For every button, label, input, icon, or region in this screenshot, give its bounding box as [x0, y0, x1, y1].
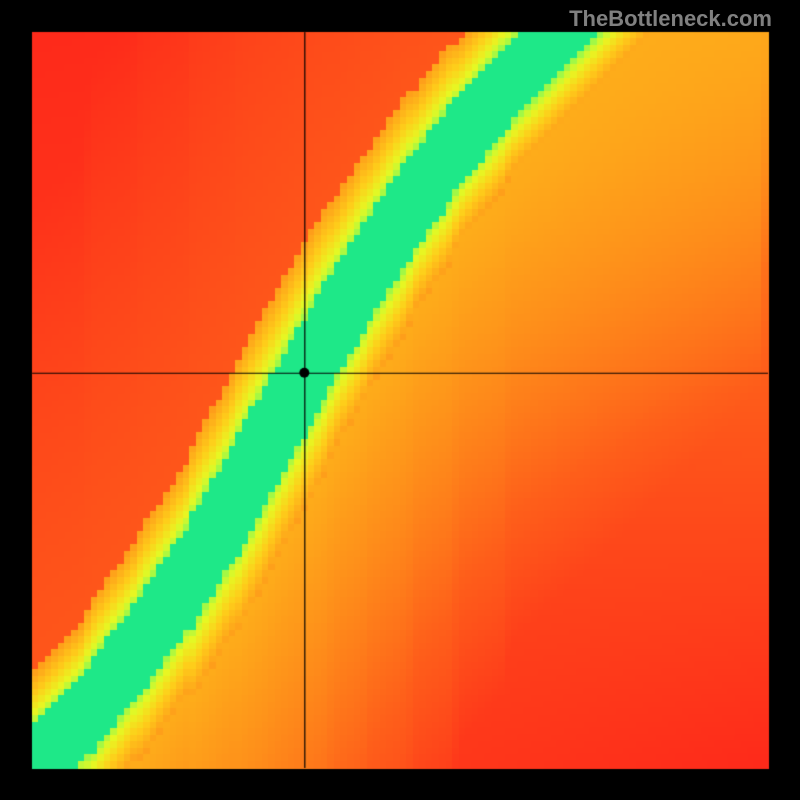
crosshair-overlay [0, 0, 800, 800]
attribution-label: TheBottleneck.com [569, 6, 772, 32]
chart-container: TheBottleneck.com [0, 0, 800, 800]
